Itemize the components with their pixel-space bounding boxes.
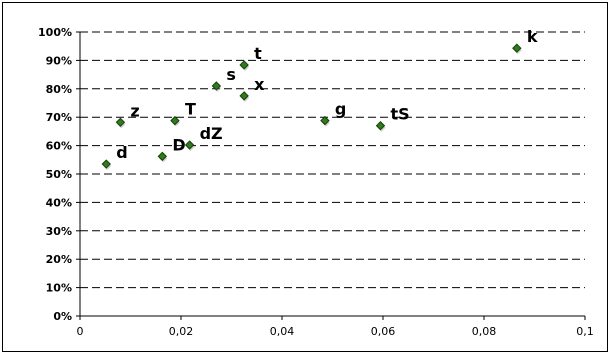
- data-point-d: [101, 159, 111, 169]
- point-label-s: s: [226, 65, 236, 84]
- point-label-dZ: dZ: [200, 124, 223, 143]
- y-tick-label-3: 30%: [46, 225, 72, 238]
- x-tick-label-4: 0,08: [472, 325, 497, 338]
- y-tick-label-1: 10%: [46, 282, 72, 295]
- y-tick-label-6: 60%: [46, 140, 72, 153]
- data-point-D: [157, 151, 168, 162]
- data-point-k: [512, 43, 522, 53]
- y-tick-label-5: 50%: [46, 168, 72, 181]
- y-tick-label-2: 20%: [46, 253, 72, 266]
- axes: [76, 31, 586, 320]
- y-tick-label-10: 100%: [38, 26, 72, 39]
- x-tick-label-3: 0,06: [371, 325, 396, 338]
- point-label-k: k: [527, 27, 538, 46]
- data-point-t: [239, 60, 249, 70]
- y-tick-label-9: 90%: [46, 54, 72, 67]
- gridlines: [80, 31, 585, 289]
- data-point-dZ: [184, 140, 195, 150]
- point-label-d: d: [116, 143, 127, 162]
- point-label-z: z: [130, 101, 139, 120]
- data-point-s: [211, 81, 222, 91]
- data-point-T: [170, 115, 180, 126]
- data-point-g: [320, 115, 330, 126]
- y-tick-label-7: 70%: [46, 111, 72, 124]
- x-tick-label-1: 0,02: [169, 325, 194, 338]
- point-label-g: g: [335, 100, 346, 119]
- point-label-t: t: [254, 44, 262, 63]
- data-point-tS: [375, 121, 386, 131]
- y-tick-label-8: 80%: [46, 83, 72, 96]
- point-label-tS: tS: [390, 105, 409, 124]
- point-label-D: D: [172, 135, 185, 154]
- y-tick-label-0: 0%: [53, 310, 72, 323]
- x-tick-labels: 0 0,02 0,04 0,06 0,08 0,1: [77, 325, 594, 338]
- x-tick-label-5: 0,1: [576, 325, 594, 338]
- x-tick-label-0: 0: [77, 325, 84, 338]
- data-point-x: [239, 91, 249, 101]
- point-label-x: x: [254, 75, 265, 94]
- data-points: [101, 43, 522, 171]
- data-point-z: [115, 117, 126, 128]
- x-tick-label-2: 0,04: [270, 325, 295, 338]
- y-tick-label-4: 40%: [46, 196, 72, 209]
- y-tick-labels: 0% 10% 20% 30% 40% 50% 60% 70% 80% 90% 100%: [38, 26, 72, 323]
- point-label-T: T: [185, 100, 196, 119]
